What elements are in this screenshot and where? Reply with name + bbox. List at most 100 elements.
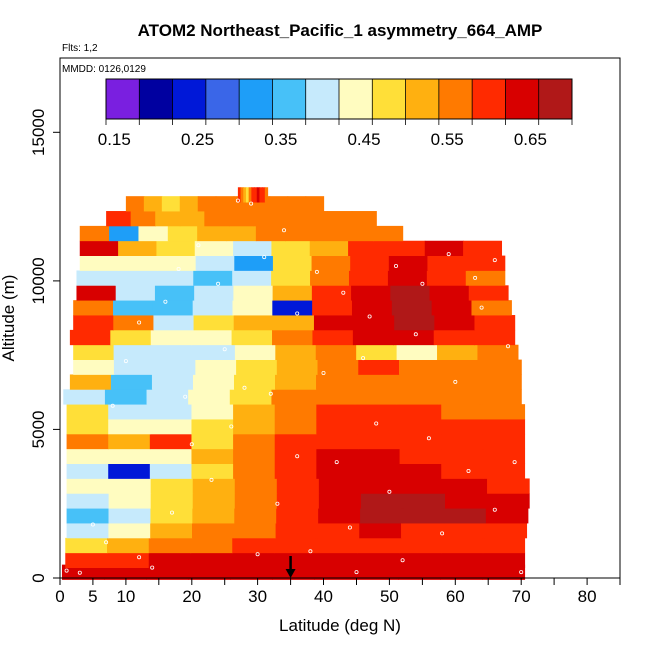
sample-point <box>512 460 517 465</box>
sample-point <box>281 228 286 233</box>
heat-cell <box>61 564 105 580</box>
heat-cell <box>487 478 530 494</box>
heat-cell <box>285 225 316 242</box>
sample-point <box>374 421 379 426</box>
heat-cell <box>276 478 320 494</box>
heat-cell <box>354 315 395 331</box>
heat-cell <box>234 478 278 494</box>
heat-cell <box>234 493 278 509</box>
heat-cell <box>399 463 442 479</box>
heat-cell <box>66 419 109 435</box>
heat-cell <box>482 448 526 464</box>
heat-cell <box>108 419 151 435</box>
heat-cell <box>276 359 319 375</box>
heat-cell <box>317 359 359 375</box>
heat-cell <box>305 196 325 212</box>
heat-cell <box>110 329 152 346</box>
sample-point <box>77 570 82 575</box>
heat-cell <box>351 211 377 227</box>
sample-point <box>479 305 484 310</box>
heat-cell <box>313 389 356 405</box>
heat-cell <box>358 359 400 375</box>
colorbar-swatch <box>205 79 240 119</box>
heat-cell <box>251 187 255 203</box>
heat-cell <box>232 270 272 286</box>
heat-cell <box>233 523 277 539</box>
heat-cell <box>398 374 440 390</box>
sample-point <box>137 555 142 560</box>
heat-cell <box>108 463 151 479</box>
sample-point <box>295 311 300 316</box>
heat-cell <box>79 255 119 271</box>
heat-cell <box>232 300 273 316</box>
heat-cell <box>73 315 114 331</box>
heat-cell <box>390 285 431 301</box>
heat-cell <box>477 344 519 360</box>
heat-cell <box>482 564 526 580</box>
heat-cell <box>115 270 155 286</box>
heat-cell <box>272 300 313 316</box>
heat-cell <box>398 564 441 580</box>
sample-point <box>150 565 155 570</box>
heat-cell <box>444 478 488 494</box>
heat-cell <box>108 404 151 420</box>
sample-point <box>321 370 326 375</box>
sample-point <box>387 489 392 494</box>
heat-cell <box>149 419 193 435</box>
heat-cell <box>115 285 156 301</box>
heat-cell <box>149 448 193 464</box>
heat-cell <box>190 552 233 568</box>
heat-cell <box>357 448 401 464</box>
heat-cell <box>152 300 194 316</box>
sample-point <box>334 460 339 465</box>
sample-point <box>361 356 366 361</box>
latitude-marker-arrow <box>285 556 296 578</box>
heat-cell <box>312 300 353 316</box>
sample-point <box>295 454 300 459</box>
heat-cell <box>312 329 354 346</box>
heat-cell <box>352 329 394 346</box>
heat-cell <box>157 255 197 271</box>
y-tick-label: 0 <box>29 573 48 582</box>
heat-cell <box>192 493 236 509</box>
heat-cell <box>401 508 445 524</box>
sample-point <box>249 201 254 206</box>
sample-point <box>104 540 109 545</box>
heat-cell <box>66 433 109 450</box>
sample-point <box>216 281 221 286</box>
heat-cell <box>348 270 389 286</box>
heat-cell <box>315 344 357 360</box>
heat-cell <box>474 329 516 346</box>
sample-point <box>446 252 451 257</box>
sample-point <box>183 394 188 399</box>
heat-cell <box>272 285 313 301</box>
heat-cell <box>274 463 317 479</box>
heat-cell <box>396 344 438 360</box>
heat-cell <box>107 552 150 568</box>
heat-cell <box>109 225 140 242</box>
sample-point <box>466 468 471 473</box>
heat-cell <box>73 300 114 316</box>
heat-cell <box>188 564 231 580</box>
heat-cell <box>192 508 235 524</box>
heat-cell <box>167 225 198 242</box>
heat-cell <box>146 389 189 405</box>
heat-cell <box>113 300 154 316</box>
sample-point <box>393 263 398 268</box>
heat-cell <box>192 300 234 316</box>
colorbar-swatch <box>339 79 373 119</box>
heat-cell <box>193 315 235 331</box>
heat-cell <box>233 463 276 479</box>
heat-cell <box>104 389 148 405</box>
heat-cell <box>429 285 470 301</box>
heat-cell <box>402 478 446 494</box>
sample-point <box>473 275 478 280</box>
sample-point <box>453 379 458 384</box>
heat-cell <box>315 537 359 554</box>
colorbar-swatch <box>272 79 307 119</box>
heat-cell <box>150 508 193 524</box>
heat-cell <box>192 478 236 494</box>
heat-cell <box>399 448 442 464</box>
heat-cell <box>356 344 398 360</box>
heat-cell <box>245 187 250 203</box>
